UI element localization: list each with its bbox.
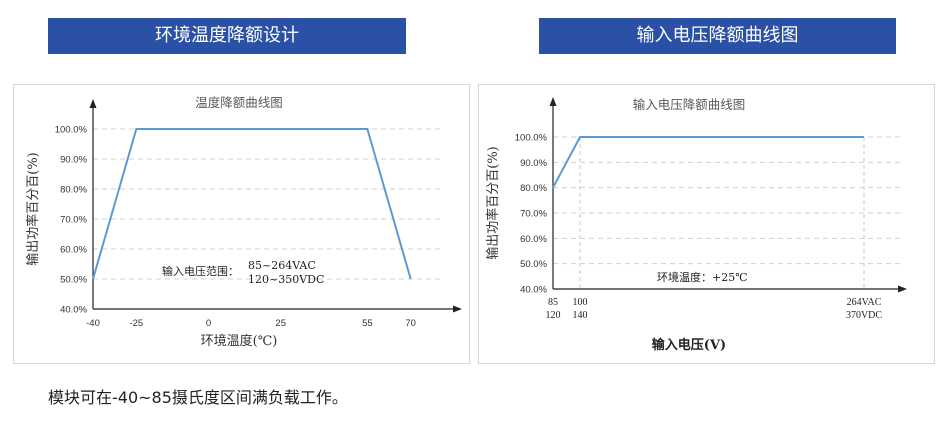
x-tick-label-secondary: 370VDC	[846, 310, 882, 321]
x-tick-label: -25	[129, 318, 143, 329]
footer-note: 模块可在-40~85摄氏度区间满负载工作。	[48, 388, 348, 407]
temperature-chart-svg: 40.0% 50.0% 60.0% 70.0% 80.0% 90.0% 100.0% -40…	[25, 95, 462, 349]
y-tick-label: 50.0%	[60, 275, 87, 286]
y-tick-label: 90.0%	[520, 158, 547, 169]
y-tick-label: 90.0%	[60, 155, 87, 166]
y-axis-arrow	[89, 99, 97, 108]
annotation-line2: 120~350VDC	[248, 273, 324, 286]
x-tick-label-secondary: 140	[573, 310, 588, 321]
x-tick-label: 100	[573, 297, 588, 308]
banner-voltage-derating: 输入电压降额曲线图	[539, 18, 896, 54]
chart-title: 温度降额曲线图	[195, 95, 283, 110]
y-tick-label: 50.0%	[520, 259, 547, 270]
y-tick-label: 100.0%	[515, 133, 548, 144]
temperature-derating-chart: 40.0% 50.0% 60.0% 70.0% 80.0% 90.0% 100.0% -40…	[13, 84, 470, 364]
y-tick-label: 100.0%	[55, 125, 88, 136]
y-tick-label: 60.0%	[60, 245, 87, 256]
chart-title: 输入电压降额曲线图	[633, 97, 746, 112]
y-tick-label: 70.0%	[520, 209, 547, 220]
x-tick-label-secondary: 120	[546, 310, 561, 321]
voltage-chart-svg: 40.0% 50.0% 60.0% 70.0% 80.0% 90.0% 100.0% 85 1…	[485, 97, 907, 353]
y-tick-label: 60.0%	[520, 234, 547, 245]
series-line	[552, 136, 864, 189]
y-axis-title: 输出功率百分百(%)	[25, 152, 41, 266]
y-tick-label: 80.0%	[60, 185, 87, 196]
x-tick-label: 70	[405, 318, 416, 329]
annotation-label: 环境温度：+25℃	[657, 270, 748, 284]
x-axis-arrow	[453, 305, 462, 313]
x-tick-label: 85	[548, 297, 558, 308]
banner-temperature-derating: 环境温度降额设计	[48, 18, 406, 54]
x-axis-arrow	[898, 285, 907, 293]
x-axis-title: 输入电压(V)	[652, 337, 726, 353]
x-tick-label: -40	[86, 318, 100, 329]
y-tick-label: 40.0%	[60, 305, 87, 316]
y-tick-label: 80.0%	[520, 183, 547, 194]
x-tick-label: 25	[275, 318, 286, 329]
voltage-derating-chart: 40.0% 50.0% 60.0% 70.0% 80.0% 90.0% 100.0% 85 1…	[478, 84, 935, 364]
y-tick-label: 40.0%	[520, 285, 547, 296]
annotation-label: 输入电压范围：	[162, 264, 239, 278]
x-tick-label: 264VAC	[847, 297, 882, 308]
x-axis-title: 环境温度(℃)	[201, 333, 278, 349]
y-axis-arrow	[549, 97, 557, 106]
y-axis-title: 输出功率百分百(%)	[485, 146, 501, 260]
y-tick-label: 70.0%	[60, 215, 87, 226]
annotation-line1: 85~264VAC	[248, 259, 316, 272]
series-line	[92, 128, 412, 280]
x-tick-label: 55	[362, 318, 373, 329]
x-tick-label: 0	[206, 318, 211, 329]
